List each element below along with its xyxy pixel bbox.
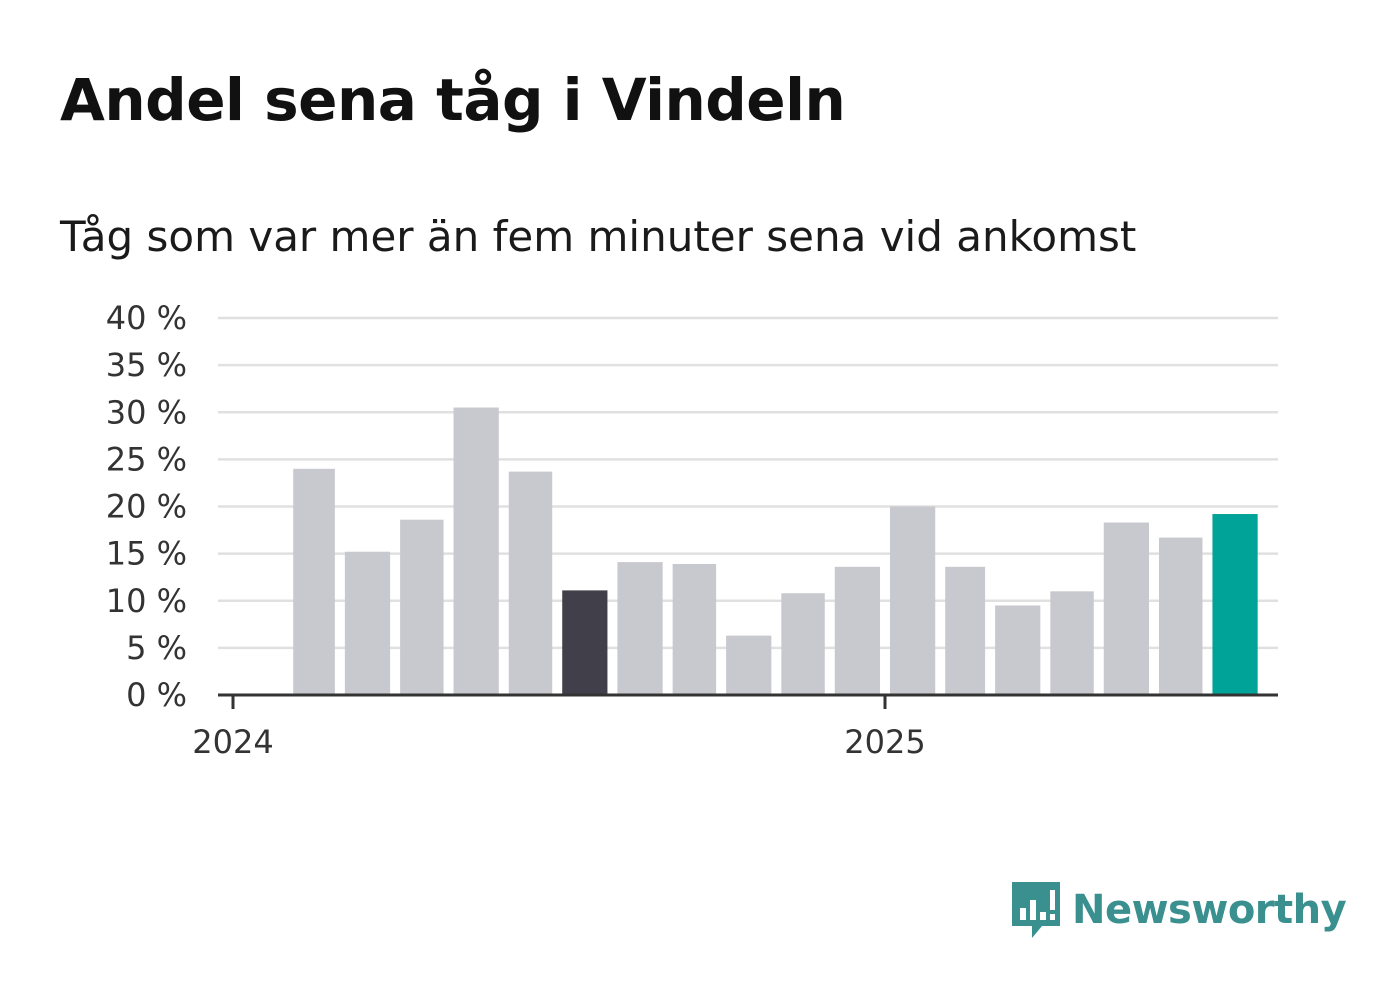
y-tick-label: 30 % [106,393,187,431]
bar-2024-02 [293,468,335,695]
bar-2024-12 [834,566,880,695]
bar-2025-01 [890,506,936,695]
newsworthy-chat-bars-icon [1012,882,1060,938]
bar-2024-04 [400,519,444,695]
y-tick-label: 0 % [126,676,187,714]
gridlines [218,316,1278,650]
bar-2025-02 [945,566,986,695]
bar-2024-07 [562,590,608,695]
x-tick-label: 2024 [192,723,273,761]
bar-2025-05 [1103,522,1149,695]
bar-2025-04 [1050,591,1094,695]
y-tick-label: 35 % [106,346,187,384]
bar-2024-09 [672,563,717,695]
bar-2024-03 [344,551,391,695]
bars [293,407,1258,695]
y-tick-label: 25 % [106,440,187,478]
bar-2025-07 [1212,514,1258,695]
y-tick-label: 10 % [106,582,187,620]
y-tick-label: 15 % [106,535,187,573]
y-tick-label: 5 % [126,629,187,667]
brand-name: Newsworthy [1072,887,1347,933]
bar-2024-06 [508,471,553,695]
y-tick-label: 40 % [106,299,187,337]
bar-2025-06 [1158,537,1203,695]
bar-2024-11 [781,593,825,695]
bar-2025-03 [995,605,1041,695]
y-tick-label: 20 % [106,488,187,526]
bar-2024-05 [453,407,499,695]
chart-subtitle: Tåg som var mer än fem minuter sena vid … [60,212,1137,261]
newsworthy-logo: Newsworthy [1010,878,1347,942]
bar-2024-08 [617,562,663,695]
x-axis: 2024 2025 [192,693,1278,761]
bar-2024-10 [726,635,772,695]
x-tick-label: 2025 [844,723,925,761]
chart-title: Andel sena tåg i Vindeln [60,66,846,134]
y-axis-tick-labels: 0 % 5 % 10 % 15 % 20 % 25 % 30 % 35 % 40 % [106,299,187,714]
